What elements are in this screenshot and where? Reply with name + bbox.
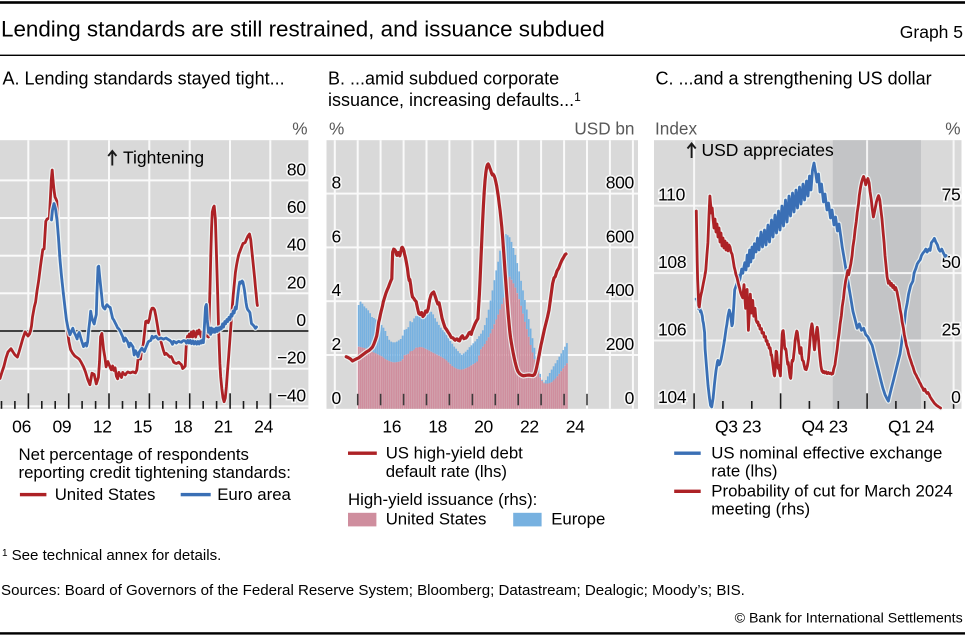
svg-text:USD appreciates: USD appreciates bbox=[702, 140, 835, 160]
svg-text:60: 60 bbox=[287, 197, 306, 217]
svg-text:400: 400 bbox=[606, 280, 635, 300]
svg-text:0: 0 bbox=[625, 388, 635, 408]
svg-text:80: 80 bbox=[287, 159, 306, 179]
svg-text:20: 20 bbox=[474, 417, 493, 437]
svg-text:2: 2 bbox=[332, 334, 342, 354]
svg-text:20: 20 bbox=[287, 272, 306, 292]
svg-text:Europe: Europe bbox=[551, 510, 605, 529]
svg-text:default rate (lhs): default rate (lhs) bbox=[386, 462, 507, 481]
svg-text:Probability of cut for March 2: Probability of cut for March 2024 bbox=[711, 482, 953, 501]
svg-text:A. Lending standards stayed ti: A. Lending standards stayed tight... bbox=[3, 69, 285, 89]
svg-text:United States: United States bbox=[55, 485, 156, 504]
svg-text:0: 0 bbox=[332, 388, 342, 408]
svg-text:22: 22 bbox=[520, 417, 539, 437]
svg-text:−20: −20 bbox=[277, 348, 306, 368]
svg-text:09: 09 bbox=[52, 417, 71, 437]
svg-text:40: 40 bbox=[287, 235, 306, 255]
svg-text:16: 16 bbox=[382, 417, 401, 437]
svg-text:meeting (rhs): meeting (rhs) bbox=[711, 500, 810, 519]
svg-text:Net percentage of respondents: Net percentage of respondents bbox=[19, 445, 249, 464]
svg-text:Index: Index bbox=[655, 119, 697, 139]
svg-text:Tightening: Tightening bbox=[123, 148, 204, 168]
svg-text:21: 21 bbox=[214, 417, 233, 437]
svg-text:24: 24 bbox=[566, 417, 585, 437]
svg-text:High-yield issuance (rhs):: High-yield issuance (rhs): bbox=[348, 490, 537, 509]
svg-text:%: % bbox=[945, 119, 960, 139]
svg-text:800: 800 bbox=[606, 173, 635, 193]
svg-text:Euro area: Euro area bbox=[217, 485, 291, 504]
svg-text:108: 108 bbox=[658, 252, 686, 272]
svg-text:Sources: Board of Governors of: Sources: Board of Governors of the Feder… bbox=[1, 582, 745, 599]
svg-text:106: 106 bbox=[658, 320, 686, 340]
svg-text:15: 15 bbox=[133, 417, 152, 437]
svg-text:24: 24 bbox=[254, 417, 273, 437]
svg-text:0: 0 bbox=[951, 387, 961, 407]
svg-text:© Bank for International Settl: © Bank for International Settlements bbox=[735, 611, 963, 627]
svg-text:12: 12 bbox=[93, 417, 112, 437]
svg-text:B. ...amid subdued corporate: B. ...amid subdued corporate bbox=[328, 69, 559, 89]
svg-text:C. ...and a strengthening US d: C. ...and a strengthening US dollar bbox=[656, 69, 932, 89]
svg-text:75: 75 bbox=[942, 185, 961, 205]
svg-text:Q1 24: Q1 24 bbox=[888, 417, 935, 437]
svg-text:600: 600 bbox=[606, 226, 635, 246]
svg-text:Q4 23: Q4 23 bbox=[802, 417, 848, 437]
svg-text:−40: −40 bbox=[277, 385, 306, 405]
svg-text:%: % bbox=[292, 119, 307, 139]
svg-text:25: 25 bbox=[942, 320, 961, 340]
svg-text:issuance, increasing defaults.: issuance, increasing defaults...1 bbox=[328, 90, 581, 110]
svg-text:USD bn: USD bn bbox=[574, 119, 634, 139]
svg-text:06: 06 bbox=[12, 417, 31, 437]
svg-text:110: 110 bbox=[658, 185, 686, 205]
svg-text:US nominal effective exchange: US nominal effective exchange bbox=[711, 443, 942, 462]
svg-text:%: % bbox=[329, 119, 344, 139]
svg-text:104: 104 bbox=[658, 387, 687, 407]
svg-text:Lending standards are still re: Lending standards are still restrained, … bbox=[1, 17, 605, 42]
svg-text:Graph 5: Graph 5 bbox=[900, 22, 963, 42]
svg-text:4: 4 bbox=[332, 280, 342, 300]
svg-text:18: 18 bbox=[174, 417, 193, 437]
svg-text:US high-yield debt: US high-yield debt bbox=[386, 443, 523, 462]
svg-text:6: 6 bbox=[332, 226, 342, 246]
svg-text:United States: United States bbox=[386, 510, 487, 529]
svg-text:Q3 23: Q3 23 bbox=[715, 417, 761, 437]
svg-text:18: 18 bbox=[428, 417, 447, 437]
svg-text:8: 8 bbox=[332, 173, 342, 193]
svg-text:0: 0 bbox=[296, 310, 306, 330]
svg-text:rate (lhs): rate (lhs) bbox=[711, 462, 777, 481]
svg-text:200: 200 bbox=[606, 334, 635, 354]
svg-text:reporting credit tightening st: reporting credit tightening standards: bbox=[19, 463, 291, 482]
